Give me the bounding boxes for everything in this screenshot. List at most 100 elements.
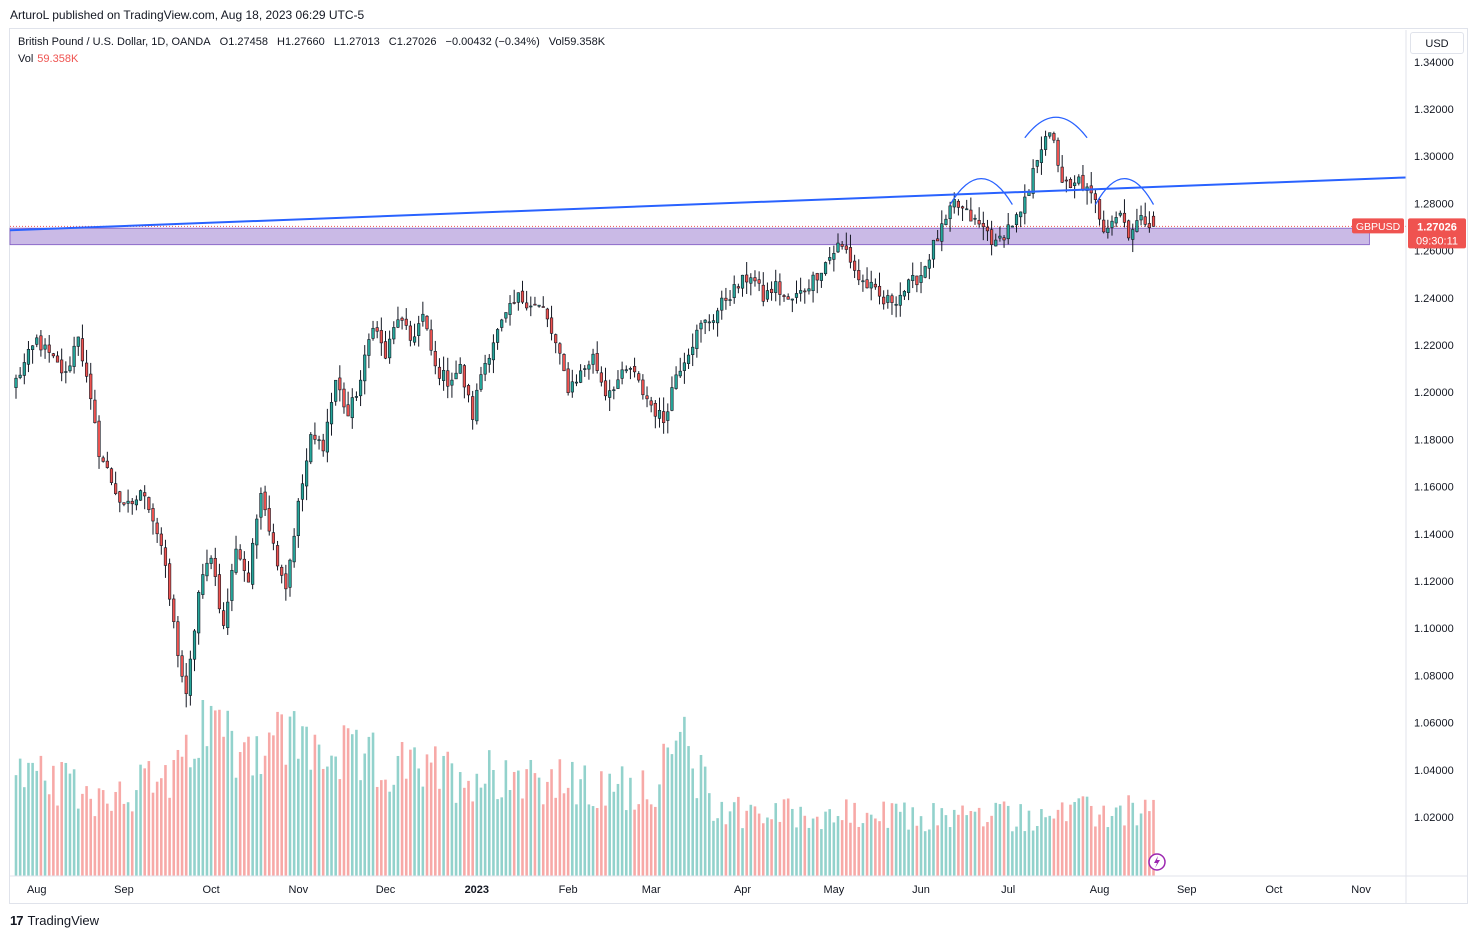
candle-body [147, 497, 151, 511]
volume-bar [1056, 809, 1060, 876]
volume-bar [180, 756, 184, 876]
symbol-legend[interactable]: British Pound / U.S. Dollar, 1D, OANDA O… [18, 36, 611, 48]
volume-bar [944, 815, 948, 876]
volume-bar [143, 768, 146, 876]
volume-bar [81, 793, 84, 876]
volume-bar [998, 804, 1002, 876]
price-tick-label: 1.34000 [1414, 57, 1454, 69]
volume-bar [409, 749, 412, 876]
volume-bar [678, 731, 682, 876]
price-tick-label: 1.10000 [1414, 623, 1454, 635]
volume-legend[interactable]: Vol 59.358K [18, 53, 78, 65]
candle-body [1068, 179, 1073, 188]
volume-bar [1114, 807, 1118, 876]
candle-body [76, 336, 80, 347]
candle-body [371, 327, 375, 339]
candle-body [72, 345, 76, 367]
candle-body [388, 338, 392, 359]
legend-close: C1.27026 [388, 36, 437, 48]
volume-bar [89, 798, 93, 876]
candle-body [533, 303, 537, 306]
volume-bar [604, 805, 607, 876]
candle-body [400, 317, 404, 321]
candle-body [994, 239, 998, 247]
volume-bar [359, 780, 362, 876]
time-tick-label: Aug [1090, 884, 1110, 896]
time-tick-label: 2023 [465, 884, 489, 896]
candle-body [703, 319, 707, 323]
candle-body [562, 354, 566, 372]
legend-vol: Vol59.358K [548, 36, 606, 48]
currency-button[interactable]: USD [1410, 32, 1464, 54]
volume-bar [213, 710, 217, 876]
candle-body [608, 390, 612, 398]
candle-body [358, 379, 363, 397]
legend-low: L1.27013 [333, 36, 380, 48]
candle-body [886, 295, 890, 303]
candle-body [711, 320, 716, 323]
volume-bar [683, 716, 686, 876]
volume-bar [708, 793, 711, 876]
bar-countdown: 09:30:11 [1416, 235, 1458, 247]
volume-bar [919, 816, 923, 876]
volume-bar [458, 772, 462, 876]
candle-body [603, 380, 608, 397]
candle-body [342, 388, 346, 408]
candle-body [769, 288, 774, 293]
candle-body [1151, 215, 1156, 227]
volume-bar [537, 777, 541, 876]
volume-bar [350, 734, 354, 876]
volume-bar [720, 801, 724, 876]
volume-bar [139, 764, 142, 876]
candle-body [209, 557, 213, 564]
candle-body [554, 334, 558, 344]
price-tick-label: 1.12000 [1414, 576, 1454, 588]
candle-body [537, 304, 541, 307]
volume-bar [1143, 799, 1147, 876]
candle-body [1056, 139, 1060, 166]
candle-body [857, 270, 861, 281]
volume-bar [1127, 795, 1130, 876]
volume-bar [1106, 827, 1110, 876]
volume-bar [525, 769, 528, 876]
candle-body [653, 402, 657, 417]
candle-body [865, 279, 869, 289]
volume-bar [251, 775, 254, 876]
volume-bar [732, 802, 736, 876]
candle-body [1010, 225, 1014, 228]
volume-bar [18, 758, 22, 876]
volume-bar [712, 820, 715, 876]
volume-bar [674, 740, 678, 876]
volume-bar [820, 829, 823, 876]
volume-bar [52, 765, 55, 876]
chart-frame [9, 28, 1468, 904]
candle-body [657, 410, 662, 419]
candle-body [221, 610, 226, 626]
volume-bar [35, 770, 39, 876]
volume-bar [404, 778, 408, 876]
candle-body [1135, 220, 1139, 232]
candle-body [1118, 212, 1122, 216]
candle-body [516, 292, 520, 303]
volume-bar [1089, 805, 1093, 876]
volume-bar [703, 766, 707, 876]
volume-bar [965, 815, 968, 876]
volume-bar [766, 817, 769, 876]
candle-body [944, 218, 948, 226]
tradingview-brand[interactable]: 17 TradingView [10, 913, 99, 928]
candle-body [143, 492, 147, 497]
candle-body [919, 275, 923, 283]
volume-bar [637, 804, 641, 876]
candle-body [1114, 217, 1118, 224]
volume-bar [68, 773, 72, 876]
volume-bar [429, 762, 433, 876]
volume-bar [969, 810, 973, 876]
volume-bar [76, 808, 80, 876]
candle-body [317, 439, 321, 442]
time-tick-label: Nov [1351, 884, 1371, 896]
time-tick-label: Nov [289, 884, 309, 896]
volume-bar [1044, 817, 1047, 876]
volume-bar [1135, 825, 1139, 876]
candles [14, 130, 1156, 708]
